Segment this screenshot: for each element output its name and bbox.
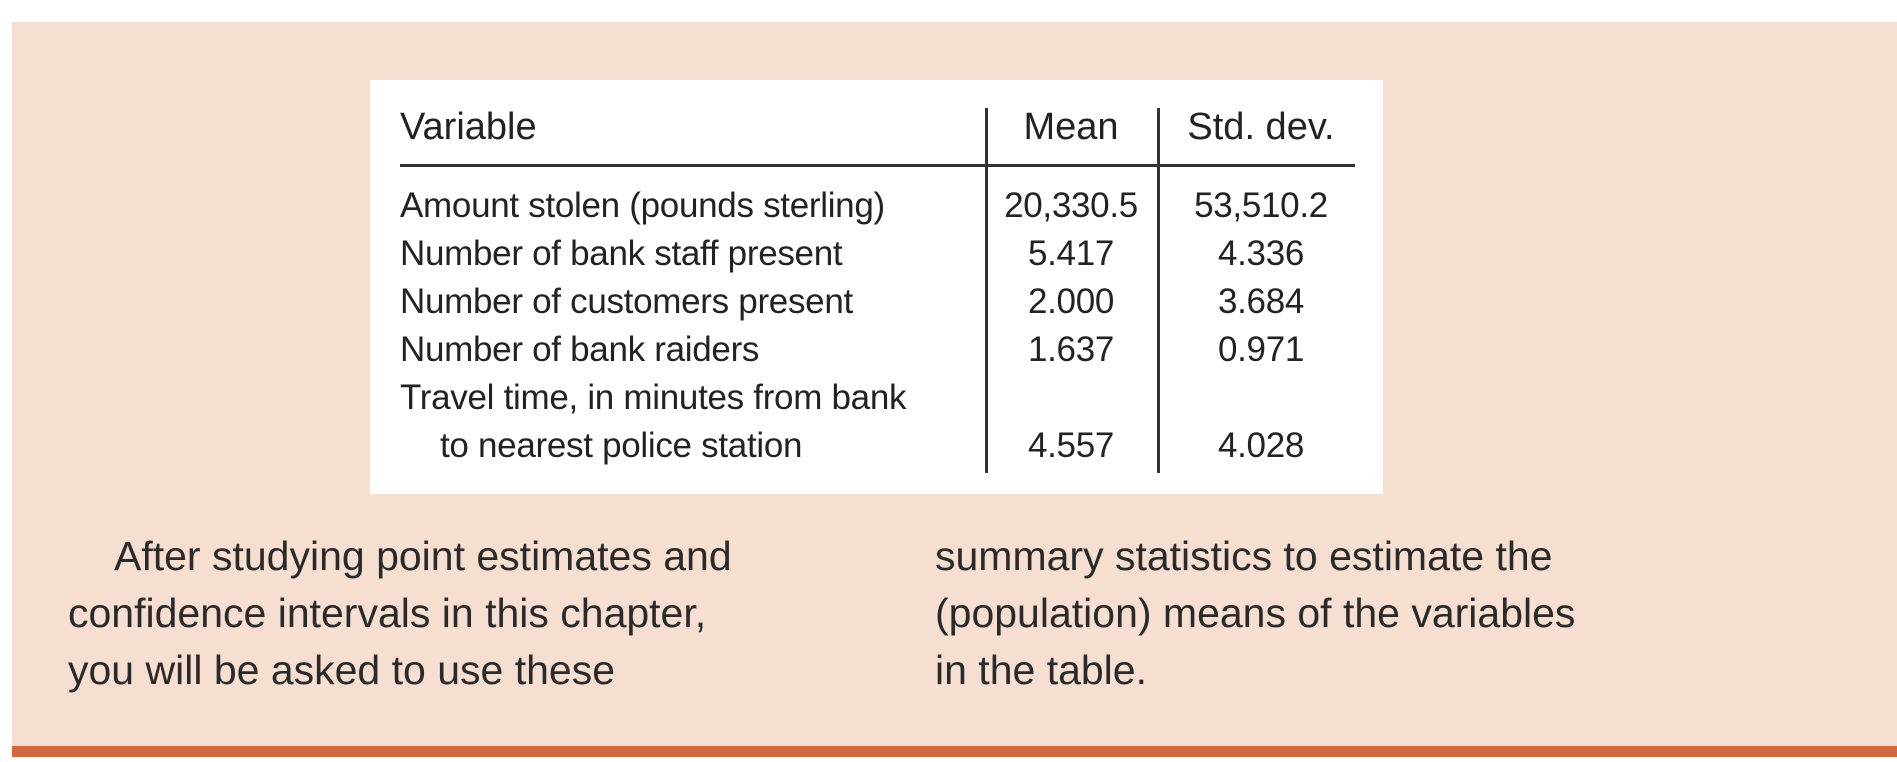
row-2-std-dev: 4.336 bbox=[1217, 234, 1305, 273]
row-3-std-dev: 3.684 bbox=[1217, 282, 1305, 321]
bottom-accent-rule bbox=[12, 746, 1897, 757]
row-1-variable: Amount stolen (pounds sterling) bbox=[400, 186, 885, 225]
summary-statistics-table: Variable Mean Std. dev. Amount stolen (p… bbox=[370, 80, 1383, 494]
row-4-variable: Number of bank raiders bbox=[400, 330, 760, 369]
caption-line: in the table. bbox=[935, 647, 1147, 693]
row-1-std-dev: 53,510.2 bbox=[1194, 186, 1328, 225]
row-3-mean: 2.000 bbox=[1027, 282, 1115, 321]
caption-line: After studying point estimates and bbox=[114, 533, 732, 579]
caption-left-column: After studying point estimates and confi… bbox=[68, 528, 868, 699]
row-5-mean: 4.557 bbox=[1027, 426, 1115, 465]
row-5-std-dev: 4.028 bbox=[1217, 426, 1305, 465]
column-divider-2 bbox=[1157, 108, 1160, 473]
row-4-mean: 1.637 bbox=[1027, 330, 1115, 369]
row-1-mean: 20,330.5 bbox=[1004, 186, 1138, 225]
column-divider-1 bbox=[985, 108, 988, 473]
header-mean: Mean bbox=[1023, 106, 1119, 148]
caption-line: summary statistics to estimate the bbox=[935, 533, 1553, 579]
header-variable: Variable bbox=[400, 106, 537, 148]
row-5-variable: Travel time, in minutes from bank bbox=[400, 378, 907, 417]
header-divider bbox=[400, 164, 1355, 167]
row-4-std-dev: 0.971 bbox=[1217, 330, 1305, 369]
caption-right-column: summary statistics to estimate the (popu… bbox=[935, 528, 1735, 699]
caption-line: you will be asked to use these bbox=[68, 647, 615, 693]
row-5-variable-continued: to nearest police station bbox=[440, 426, 803, 465]
row-2-variable: Number of bank staff present bbox=[400, 234, 843, 273]
header-std-dev: Std. dev. bbox=[1187, 106, 1335, 148]
caption-line: (population) means of the variables bbox=[935, 590, 1576, 636]
row-3-variable: Number of customers present bbox=[400, 282, 853, 321]
caption-line: confidence intervals in this chapter, bbox=[68, 590, 707, 636]
row-2-mean: 5.417 bbox=[1027, 234, 1115, 273]
